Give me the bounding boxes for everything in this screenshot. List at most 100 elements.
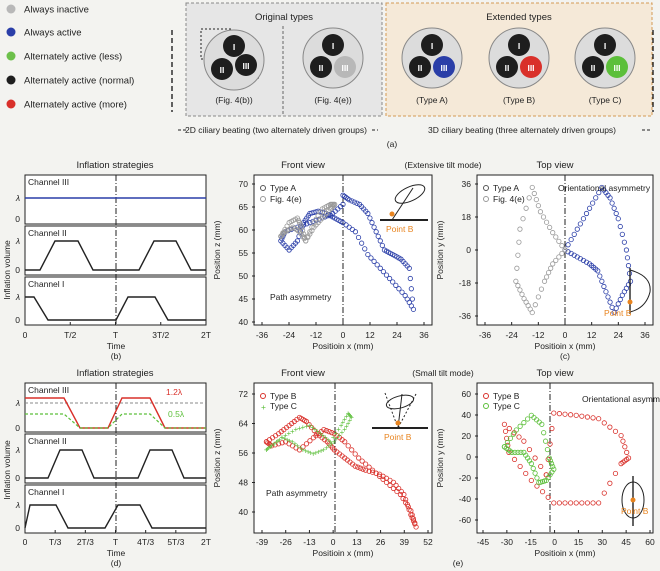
data-point	[584, 414, 591, 420]
scatter	[278, 192, 417, 312]
zero-tick: 0	[15, 523, 20, 533]
data-point: +	[349, 413, 354, 422]
data-point	[375, 233, 381, 239]
data-point	[618, 432, 624, 439]
y-tick-label: -20	[459, 473, 472, 483]
data-point	[532, 455, 538, 461]
legend-marker-fig4e-icon	[260, 196, 266, 202]
panel-d-xticks: 0 T/3 2T/3 T 4T/3 5T/3 2T	[23, 530, 211, 547]
annotation: Path asymmetry	[266, 488, 328, 498]
data-point: +	[344, 412, 349, 421]
data-point	[517, 463, 523, 470]
panel-a-label: (a)	[387, 139, 398, 149]
data-point: +	[347, 416, 352, 425]
data-point	[351, 199, 357, 205]
data-point	[400, 495, 406, 502]
roman-label: III	[613, 63, 620, 73]
data-point	[390, 279, 396, 285]
y-tick-label: 48	[239, 478, 249, 488]
x-tick-label: 12	[587, 330, 597, 340]
data-point: +	[348, 412, 353, 421]
data-point: +	[303, 446, 308, 455]
data-point	[366, 464, 372, 470]
data-point: +	[346, 409, 351, 418]
data-point	[399, 289, 405, 295]
data-point	[550, 261, 556, 267]
channel-label: Channel II	[28, 436, 67, 446]
data-point	[622, 444, 628, 450]
data-point	[326, 429, 332, 435]
data-point: +	[283, 431, 288, 440]
bottom-label-2d: 2D ciliary beating (two alternately driv…	[185, 125, 367, 135]
data-point	[551, 500, 557, 506]
data-point: +	[315, 427, 320, 436]
data-point: +	[290, 437, 295, 446]
data-point	[362, 246, 368, 252]
data-point	[596, 190, 602, 196]
ylabel: Position z (mm)	[212, 220, 222, 279]
data-point	[519, 291, 525, 297]
legend-label: Type C	[493, 401, 520, 411]
x-tick-label: 24	[392, 330, 402, 340]
channel-ii-curve	[25, 449, 206, 479]
ylabel: Position z (mm)	[212, 428, 222, 487]
panel-d-title: Inflation strategies	[76, 368, 153, 379]
x-tick-label: T/3	[49, 537, 62, 547]
data-point: +	[337, 431, 342, 440]
data-point	[355, 464, 361, 470]
roman-label: I	[332, 41, 334, 51]
data-point: +	[304, 422, 309, 431]
point-b-label: Point B	[621, 506, 649, 516]
y-tick-label: 65	[239, 202, 249, 212]
roman-label: I	[604, 41, 606, 51]
data-point	[562, 500, 568, 506]
data-point: +	[310, 423, 315, 432]
data-point	[556, 254, 562, 260]
bottom-label-3d: 3D ciliary beating (three alternately dr…	[428, 125, 616, 135]
data-point: +	[319, 446, 324, 455]
data-point	[543, 219, 550, 225]
data-point	[363, 467, 369, 473]
data-point	[409, 515, 415, 521]
x-tick-label: 4T/3	[137, 537, 154, 547]
front-view-title: Front view	[281, 160, 325, 171]
x-tick-label: T/2	[64, 330, 77, 340]
cilium-top-small-icon	[621, 476, 645, 526]
x-tick-label: 36	[640, 330, 650, 340]
lambda-tick: λ	[15, 236, 20, 246]
caption-fig4b: (Fig. 4(b))	[215, 95, 252, 105]
channel-iii-high-curve	[25, 397, 206, 429]
x-tick-label: T	[113, 330, 118, 340]
data-point	[516, 434, 522, 440]
legend-dot-inactive-icon	[6, 4, 16, 14]
y-tick-label: -60	[459, 515, 472, 525]
data-point: +	[334, 429, 339, 438]
data-point	[584, 500, 591, 506]
data-point	[612, 470, 619, 477]
data-point	[565, 242, 571, 248]
data-point: +	[323, 433, 328, 442]
y-tick-label: 0	[466, 452, 471, 462]
cilium-tilt-icon	[380, 184, 428, 221]
data-point	[617, 223, 623, 230]
roman-label: III	[527, 63, 534, 73]
data-point	[402, 293, 408, 299]
data-point	[292, 225, 298, 231]
roman-label: I	[431, 41, 433, 51]
plot-area	[476, 382, 654, 534]
data-point	[607, 195, 613, 201]
data-point	[340, 201, 346, 207]
data-point	[265, 440, 271, 446]
data-point: +	[293, 439, 298, 448]
data-point	[617, 296, 623, 303]
data-point	[515, 449, 521, 455]
data-point: +	[264, 445, 269, 454]
roman-label: I	[233, 42, 235, 52]
point-b-label: Point B	[384, 432, 412, 442]
data-point	[609, 200, 615, 206]
data-point: +	[290, 427, 295, 436]
data-point	[329, 205, 335, 211]
data-point	[403, 500, 409, 506]
legend-label: Alternately active (less)	[24, 52, 122, 63]
